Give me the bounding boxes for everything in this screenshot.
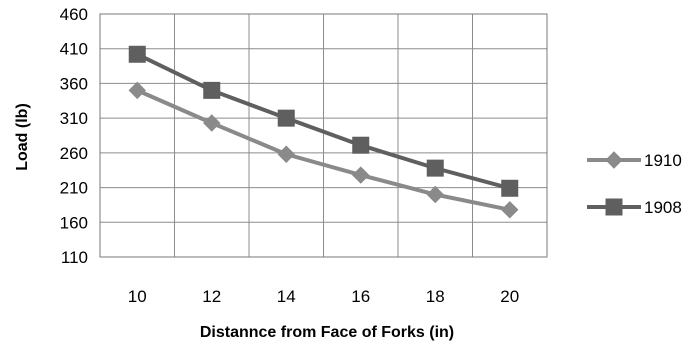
plot-area (99, 13, 548, 258)
series-1910 (128, 81, 519, 219)
x-tick-label: 12 (202, 287, 221, 306)
legend: 1910 1908 (587, 151, 682, 217)
y-axis-title: Load (lb) (14, 103, 31, 171)
y-tick-label: 260 (60, 144, 88, 163)
y-axis-tick-labels: 110 160 210 260 310 360 410 460 (60, 5, 88, 267)
legend-item-1910: 1910 (587, 151, 682, 170)
y-tick-label: 210 (60, 179, 88, 198)
data-point-1908 (352, 136, 370, 154)
data-point-1908 (426, 159, 444, 177)
x-tick-label: 14 (277, 287, 296, 306)
legend-marker (605, 198, 623, 216)
data-point-1910 (352, 166, 370, 184)
data-point-1908 (128, 45, 146, 63)
legend-item-1908: 1908 (587, 198, 682, 217)
x-tick-label: 10 (128, 287, 147, 306)
legend-label: 1908 (644, 198, 682, 217)
data-point-1910 (426, 185, 444, 204)
x-axis-tick-labels: 10 12 14 16 18 20 (128, 287, 519, 306)
y-tick-label: 360 (60, 74, 88, 93)
plot-border (99, 13, 548, 258)
x-tick-label: 16 (351, 287, 370, 306)
y-tick-label: 410 (60, 40, 88, 59)
y-tick-label: 160 (60, 213, 88, 232)
data-point-1908 (277, 109, 295, 127)
data-point-1910 (203, 114, 221, 132)
data-point-1908 (203, 81, 221, 99)
series-line-1910 (136, 88, 511, 212)
data-point-1910 (277, 145, 295, 163)
x-axis-title: Distannce from Face of Forks (in) (200, 324, 454, 341)
series-layer (128, 45, 519, 219)
data-point-1910 (501, 201, 519, 219)
series-line-1908 (136, 52, 511, 191)
grid-lines (99, 13, 548, 258)
data-point-1908 (501, 179, 519, 197)
legend-marker (605, 151, 623, 169)
x-tick-label: 20 (500, 287, 519, 306)
series-1908 (128, 45, 519, 197)
y-tick-label: 110 (61, 248, 88, 267)
legend-label: 1910 (644, 151, 682, 170)
x-tick-label: 18 (426, 287, 445, 306)
y-tick-label: 310 (60, 109, 88, 128)
y-tick-label: 460 (60, 5, 88, 24)
data-point-1910 (128, 81, 146, 100)
